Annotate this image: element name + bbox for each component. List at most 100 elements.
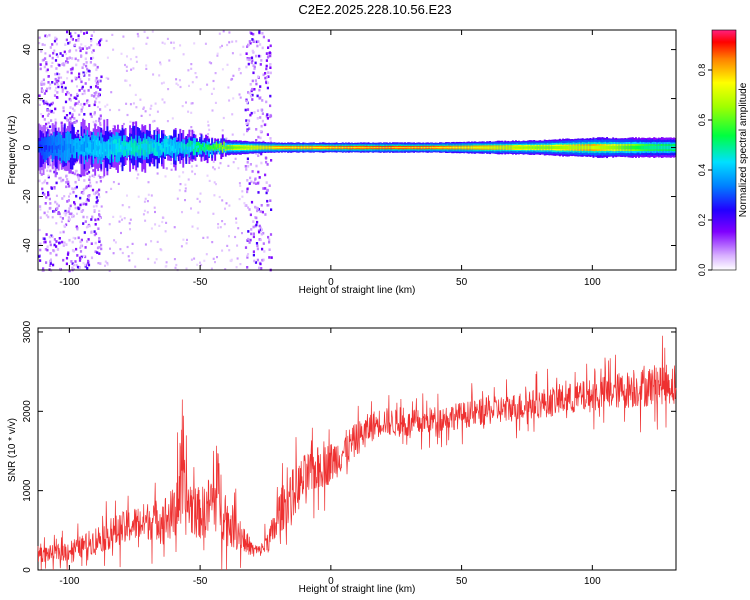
noise-cell xyxy=(70,71,73,75)
x-tick-label: 0 xyxy=(328,277,334,288)
noise-cell xyxy=(94,223,97,226)
band-cell xyxy=(240,146,242,149)
noise-cell xyxy=(249,163,252,166)
noise-cell xyxy=(126,245,129,249)
figure-title: C2E2.2025.228.10.56.E23 xyxy=(298,2,451,17)
band-cell xyxy=(486,146,489,149)
noise-cell xyxy=(90,230,93,233)
band-cell xyxy=(325,146,328,149)
noise-cell xyxy=(247,119,251,122)
noise-cell xyxy=(163,42,166,45)
spectrogram-band xyxy=(38,118,677,177)
band-cell xyxy=(159,143,162,149)
band-cell xyxy=(89,141,92,151)
noise-cell xyxy=(112,48,115,51)
noise-cell xyxy=(185,101,187,104)
noise-cell xyxy=(49,259,52,263)
noise-cell xyxy=(45,214,48,217)
band-cell xyxy=(569,145,572,150)
noise-cell xyxy=(214,72,217,75)
noise-cell xyxy=(74,206,77,210)
noise-cell xyxy=(54,36,57,40)
band-cell xyxy=(391,146,394,149)
noise-cell xyxy=(247,230,250,233)
noise-cell xyxy=(144,219,147,222)
band-cell xyxy=(594,145,596,150)
noise-cell xyxy=(42,78,45,82)
noise-cell xyxy=(64,209,67,213)
noise-cell xyxy=(182,53,185,56)
noise-cell xyxy=(145,42,148,45)
noise-cell xyxy=(104,264,106,267)
noise-cell xyxy=(255,128,258,131)
band-cell xyxy=(498,146,501,149)
band-cell xyxy=(189,140,192,152)
noise-cell xyxy=(266,204,269,207)
noise-cell xyxy=(39,205,42,208)
noise-cell xyxy=(81,106,84,109)
band-cell xyxy=(244,146,247,149)
noise-cell xyxy=(85,47,89,50)
band-cell xyxy=(404,146,407,149)
noise-cell xyxy=(267,52,270,55)
band-cell xyxy=(613,145,616,150)
noise-cell xyxy=(147,193,150,196)
noise-cell xyxy=(226,43,229,47)
band-cell xyxy=(326,146,329,149)
noise-cell xyxy=(67,216,70,219)
noise-cell xyxy=(96,246,100,250)
band-cell xyxy=(191,144,194,151)
noise-cell xyxy=(54,200,57,204)
band-cell xyxy=(299,146,302,149)
noise-cell xyxy=(75,97,78,100)
band-cell xyxy=(189,146,192,153)
band-cell xyxy=(395,146,397,149)
noise-cell xyxy=(57,79,60,83)
noise-cell xyxy=(66,178,69,181)
noise-cell xyxy=(267,39,270,42)
noise-cell xyxy=(73,172,76,176)
noise-cell xyxy=(254,205,257,209)
noise-cell xyxy=(259,130,262,133)
noise-cell xyxy=(237,227,240,230)
noise-cell xyxy=(206,83,209,86)
noise-cell xyxy=(80,87,84,90)
noise-cell xyxy=(68,97,71,101)
noise-cell xyxy=(260,152,263,156)
band-cell xyxy=(647,145,650,150)
band-cell xyxy=(478,146,481,149)
band-cell xyxy=(112,143,115,153)
band-cell xyxy=(436,146,438,149)
noise-cell xyxy=(66,70,69,74)
noise-cell xyxy=(143,30,146,33)
band-cell xyxy=(258,146,261,149)
noise-cell xyxy=(56,248,59,251)
band-cell xyxy=(539,146,542,149)
y-tick-label: 3000 xyxy=(22,320,33,343)
noise-cell xyxy=(73,96,76,100)
noise-cell xyxy=(122,122,125,126)
noise-cell xyxy=(48,33,51,37)
noise-cell xyxy=(40,82,43,85)
noise-cell xyxy=(245,99,248,102)
noise-cell xyxy=(106,56,109,59)
noise-cell xyxy=(172,47,175,50)
noise-cell xyxy=(85,186,88,190)
band-cell xyxy=(208,145,211,151)
noise-cell xyxy=(251,79,254,83)
band-cell xyxy=(130,136,133,155)
noise-cell xyxy=(252,64,255,67)
noise-cell xyxy=(265,100,268,104)
noise-cell xyxy=(104,260,107,263)
band-cell xyxy=(642,145,645,150)
noise-cell xyxy=(105,191,108,194)
noise-cell xyxy=(74,121,77,124)
noise-cell xyxy=(98,119,101,123)
noise-cell xyxy=(48,235,51,239)
noise-cell xyxy=(99,179,102,183)
noise-cell xyxy=(79,174,82,178)
band-cell xyxy=(162,142,165,149)
noise-cell xyxy=(231,52,234,55)
band-cell xyxy=(598,145,601,150)
noise-cell xyxy=(228,41,231,44)
